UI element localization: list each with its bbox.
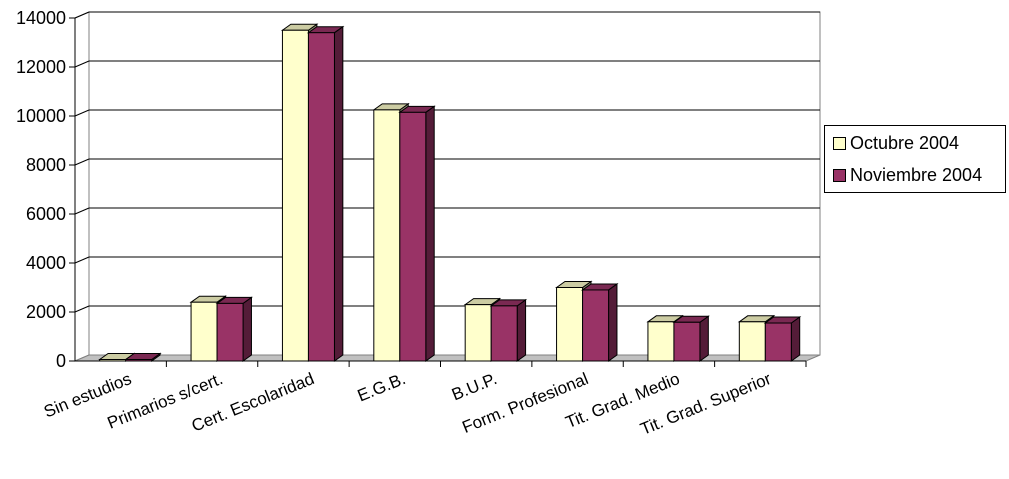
gridline-side <box>74 207 90 215</box>
x-category-label: E.G.B. <box>355 369 409 405</box>
plot-walls <box>74 11 821 362</box>
y-tick-label: 8000 <box>26 155 66 175</box>
legend-label-noviembre: Noviembre 2004 <box>850 165 983 185</box>
gridline-side <box>74 256 90 264</box>
bars-group <box>98 23 802 362</box>
legend-item-octubre: Octubre 2004 <box>833 133 959 154</box>
y-tick-label: 2000 <box>26 302 66 322</box>
gridline-side <box>74 11 90 19</box>
bar-noviembre <box>489 298 528 362</box>
x-category-label: B.U.P. <box>449 369 500 404</box>
bar-noviembre <box>672 315 710 362</box>
axes <box>69 17 807 367</box>
gridline-side <box>74 60 90 68</box>
gridline-side <box>74 158 90 166</box>
bar-noviembre <box>124 352 162 362</box>
y-tick-label: 10000 <box>16 106 66 126</box>
y-tick-label: 12000 <box>16 57 66 77</box>
y-tick-label: 4000 <box>26 253 66 273</box>
legend-item-noviembre: Noviembre 2004 <box>833 165 982 186</box>
bar-noviembre <box>306 25 345 362</box>
legend-label-octubre: Octubre 2004 <box>850 133 960 153</box>
y-axis-tick-labels: 0 2000 4000 6000 8000 10000 12000 14000 <box>16 8 66 371</box>
y-tick-label: 6000 <box>26 204 66 224</box>
bar-noviembre <box>398 105 436 362</box>
y-tick-label: 14000 <box>16 8 66 28</box>
bar-noviembre <box>215 296 254 362</box>
legend-swatch-octubre <box>833 137 846 150</box>
floor <box>74 354 821 362</box>
bar-noviembre <box>581 282 619 362</box>
gridline-side <box>74 305 90 313</box>
legend-swatch-noviembre <box>833 169 846 182</box>
bar-noviembre <box>763 316 802 362</box>
legend: Octubre 2004 Noviembre 2004 <box>824 125 1006 193</box>
y-tick-label: 0 <box>56 351 66 371</box>
gridline-side <box>74 109 90 117</box>
